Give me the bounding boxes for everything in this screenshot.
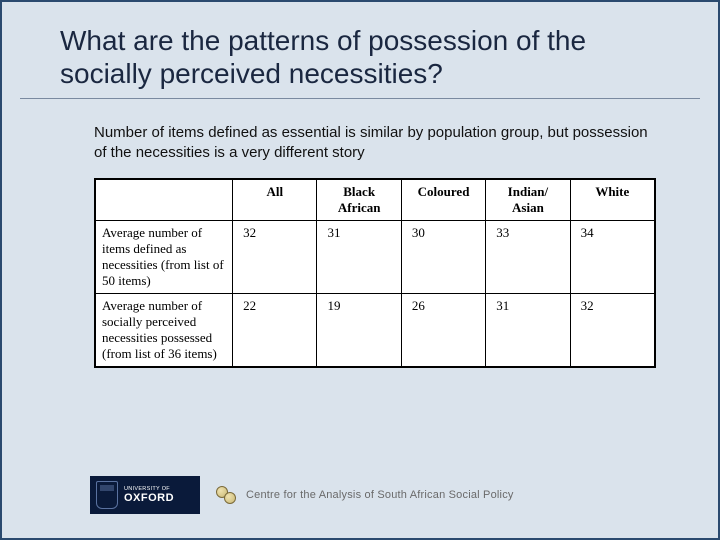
col-header-blank	[96, 180, 233, 221]
centre-logo: Centre for the Analysis of South African…	[216, 484, 514, 506]
cell-value: 22	[233, 294, 317, 367]
slide-title: What are the patterns of possession of t…	[20, 2, 700, 99]
cell-value: 26	[401, 294, 485, 367]
cell-value: 32	[233, 221, 317, 294]
row-label: Average number of socially perceived nec…	[96, 294, 233, 367]
row-label: Average number of items defined as neces…	[96, 221, 233, 294]
oxford-main-text: OXFORD	[124, 492, 174, 504]
cell-value: 34	[570, 221, 654, 294]
data-table: All Black African Coloured Indian/ Asian…	[95, 179, 655, 367]
table-row: Average number of socially perceived nec…	[96, 294, 655, 367]
col-header-black-african: Black African	[317, 180, 401, 221]
centre-text: Centre for the Analysis of South African…	[246, 489, 514, 501]
slide-subtitle: Number of items defined as essential is …	[2, 99, 718, 174]
col-header-all: All	[233, 180, 317, 221]
footer: UNIVERSITY OF OXFORD Centre for the Anal…	[90, 476, 514, 514]
cell-value: 30	[401, 221, 485, 294]
table-row: Average number of items defined as neces…	[96, 221, 655, 294]
col-header-indian-asian: Indian/ Asian	[486, 180, 570, 221]
table-header-row: All Black African Coloured Indian/ Asian…	[96, 180, 655, 221]
col-header-coloured: Coloured	[401, 180, 485, 221]
cell-value: 33	[486, 221, 570, 294]
cell-value: 31	[317, 221, 401, 294]
globe-icon	[216, 484, 238, 506]
cell-value: 32	[570, 294, 654, 367]
oxford-text: UNIVERSITY OF OXFORD	[124, 486, 174, 504]
col-header-white: White	[570, 180, 654, 221]
cell-value: 19	[317, 294, 401, 367]
cell-value: 31	[486, 294, 570, 367]
oxford-crest-icon	[96, 481, 118, 509]
data-table-container: All Black African Coloured Indian/ Asian…	[94, 178, 656, 368]
oxford-logo: UNIVERSITY OF OXFORD	[90, 476, 200, 514]
